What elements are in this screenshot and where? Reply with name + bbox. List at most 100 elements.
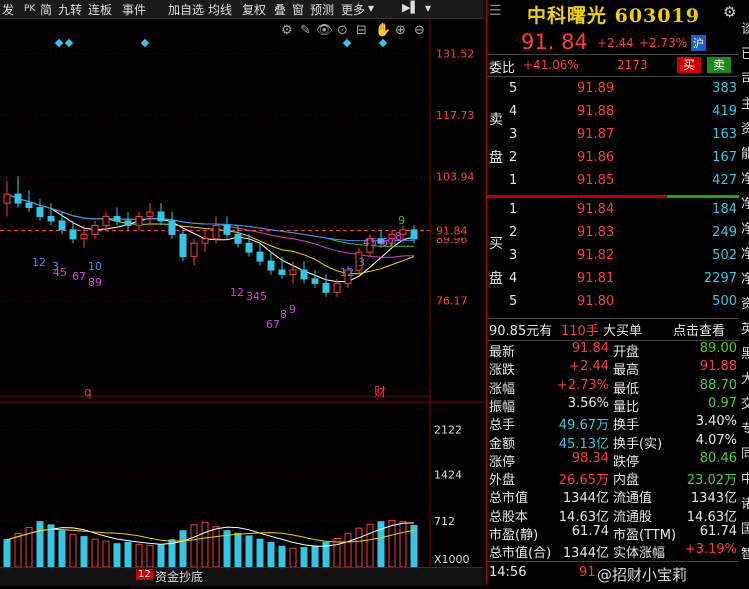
candle-body xyxy=(300,269,308,280)
candle-body xyxy=(80,233,88,240)
toolbar-item-9[interactable]: 叠 xyxy=(274,3,287,17)
volume-bar xyxy=(223,530,231,568)
candle-body xyxy=(355,251,363,271)
bid-price: 91.81 xyxy=(577,271,615,286)
event-marker-earnings[interactable]: 财 xyxy=(374,385,386,399)
zoom-in-icon[interactable]: ⊕ xyxy=(395,23,406,38)
td-label: 67 xyxy=(381,236,395,249)
edit-icon[interactable]: ✎ xyxy=(300,23,311,38)
quote-value: 91.84 xyxy=(571,341,609,356)
more-dropdown-icon[interactable]: ▾ xyxy=(368,1,375,15)
candle-body xyxy=(146,211,154,217)
bid-row-1: 2 91.83 249 xyxy=(487,223,739,244)
settings-icon[interactable]: ⚙ xyxy=(281,23,293,38)
toolbar-item-5[interactable]: 事件 xyxy=(122,3,147,17)
clipped-char: 净 xyxy=(741,222,749,237)
toolbar-item-12[interactable]: 更多 xyxy=(341,3,366,17)
view-link[interactable]: 点击查看 xyxy=(673,324,726,339)
candle-body xyxy=(212,224,220,240)
quote-value: 61.74 xyxy=(571,524,609,539)
clipped-char: 黑 xyxy=(741,347,749,362)
box-icon[interactable]: ⊟ xyxy=(356,23,367,38)
ask-qty: 163 xyxy=(712,127,737,142)
clipped-char: 同 xyxy=(741,447,749,462)
big-order-label: 大买单 xyxy=(603,324,643,339)
hand-icon[interactable]: ✋ xyxy=(375,22,391,38)
play-icon[interactable]: ▶▌ xyxy=(402,1,419,14)
quote-row-1: 涨跌 +2.44 最高 91.88 xyxy=(487,359,739,378)
candle-body xyxy=(58,220,66,231)
watermark: @招财小宝莉 xyxy=(597,566,688,584)
toolbar-item-4[interactable]: 连板 xyxy=(88,3,113,17)
quote-value: 1344亿 xyxy=(562,491,609,507)
volume-bar xyxy=(3,539,11,568)
eye-icon[interactable]: 👁 xyxy=(316,23,333,38)
zoom-out-icon[interactable]: ⊖ xyxy=(414,23,425,38)
td-label: 9 xyxy=(398,214,405,227)
bottom-tab-bar: 12 资金抄底 xyxy=(0,567,484,586)
candle-body xyxy=(234,233,242,244)
price-axis-label: 103.94 xyxy=(436,171,475,184)
td-label: 10 xyxy=(88,260,102,273)
volume-bar xyxy=(256,538,264,568)
toolbar-item-2[interactable]: 简 xyxy=(40,3,53,17)
ask-level: 5 xyxy=(509,81,518,96)
chart-panel: ⚙ ✎ 👁 ⊙ ⊟ ✋ ⊕ ⊖ 131.52 117.73 103.94 89.96 7… xyxy=(0,18,484,585)
sell-button[interactable]: 卖 xyxy=(707,57,731,73)
play-dropdown-icon[interactable]: ▾ xyxy=(425,1,432,15)
tick-row: 14:56 91 @招财小宝莉 xyxy=(487,561,739,586)
quote-label: 市盈(TTM) xyxy=(613,528,677,543)
quote-value: 3.56% xyxy=(567,395,609,411)
book-separator-green xyxy=(667,195,739,198)
quote-row-6: 涨停 98.34 跌停 80.46 xyxy=(487,451,739,470)
volume-ma5-line xyxy=(6,522,415,547)
volume-bar xyxy=(234,532,242,568)
volume-bar xyxy=(377,521,385,568)
bid-qty: 184 xyxy=(712,202,737,217)
volume-bar xyxy=(135,543,143,568)
bid-level: 1 xyxy=(509,202,518,217)
quote-value: 26.65万 xyxy=(558,473,609,489)
tick-price: 91 xyxy=(579,565,596,580)
volume-bar xyxy=(410,525,418,568)
toolbar-item-11[interactable]: 预测 xyxy=(310,3,335,17)
chart-toolbar: 发 PK 简九转 连板 事件 加自选 均线 复权叠窗预测 更多 ▾ ▶▌ ▾ xyxy=(0,0,484,19)
toolbar-item-7[interactable]: 均线 xyxy=(208,3,233,17)
quote-panel: ☰ 中科曙光 603019 ⚙ 91. 84 +2.44 +2.73% 沪 委比… xyxy=(486,0,749,585)
candle-body xyxy=(267,260,275,271)
toolbar-item-1[interactable]: PK xyxy=(24,4,36,14)
ask-level: 4 xyxy=(509,104,518,119)
volume-axis-label: X1000 xyxy=(434,553,470,566)
quote-value: 14.63亿 xyxy=(558,509,609,525)
volume-bar xyxy=(102,540,110,568)
td-label: 45 xyxy=(53,266,67,279)
toolbar-item-8[interactable]: 复权 xyxy=(242,3,267,17)
quote-label: 换手 xyxy=(613,418,640,434)
event-marker-q[interactable]: q xyxy=(84,385,92,399)
volume-bar xyxy=(399,521,407,568)
toolbar-item-6[interactable]: 加自选 xyxy=(168,3,205,17)
candle-body xyxy=(157,211,165,222)
td-label: 345 xyxy=(246,290,267,303)
buy-button[interactable]: 买 xyxy=(677,57,701,73)
toolbar-item-3[interactable]: 九转 xyxy=(58,3,83,17)
bid-price: 91.82 xyxy=(577,248,615,263)
settings-gear-icon[interactable]: ⚙ xyxy=(723,3,737,21)
drawing-icon[interactable]: ⊙ xyxy=(337,23,348,38)
menu-icon[interactable]: ☰ xyxy=(489,3,502,19)
volume-bar xyxy=(344,532,352,568)
quote-row-5: 金额 45.13亿 换手(实) 4.07% xyxy=(487,433,739,452)
quote-label: 最低 xyxy=(613,381,640,397)
td-label: 45 xyxy=(363,236,377,249)
sell-side-label-2: 盘 xyxy=(489,150,503,166)
td-label: 67 xyxy=(72,270,86,283)
toolbar-item-0[interactable]: 发 xyxy=(2,3,15,17)
kline-chart[interactable]: ⚙ ✎ 👁 ⊙ ⊟ ✋ ⊕ ⊖ 131.52117.73103.9489.967… xyxy=(0,18,484,585)
toolbar-item-10[interactable]: 窗 xyxy=(292,3,305,17)
volume-bar xyxy=(278,545,286,568)
quote-label: 总市值(合) xyxy=(489,546,552,562)
quote-row-7: 外盘 26.65万 内盘 23.02万 xyxy=(487,469,739,489)
tab-funds-bottom-fishing[interactable]: 资金抄底 xyxy=(155,570,204,584)
candle-body xyxy=(410,229,418,240)
